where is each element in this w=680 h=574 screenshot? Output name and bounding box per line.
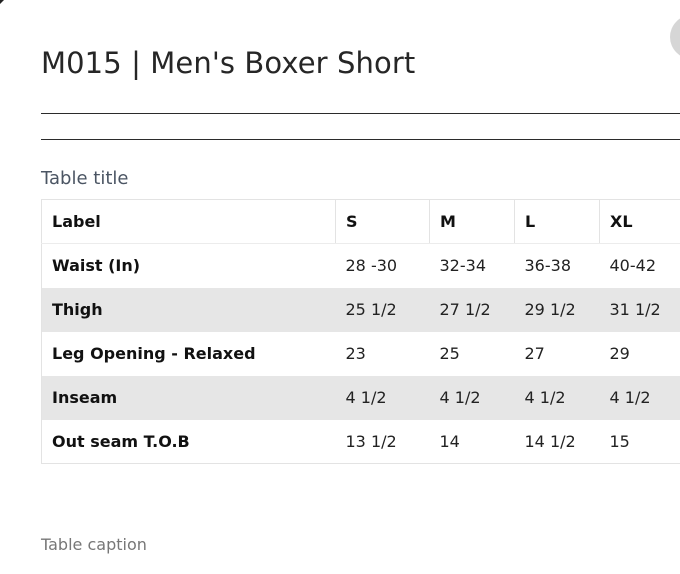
- row-label: Leg Opening - Relaxed: [41, 331, 336, 376]
- column-header-l: L: [514, 199, 600, 244]
- table-cell: 36-38: [524, 256, 572, 276]
- row-label: Waist (In): [41, 243, 336, 288]
- table-cell: 14 1/2: [514, 419, 600, 464]
- table-title: Table title: [41, 168, 129, 189]
- table-cell: 28 -30: [345, 256, 398, 276]
- table-cell: 4 1/2: [599, 375, 680, 420]
- close-button[interactable]: [670, 15, 680, 59]
- table-cell: 27 1/2: [429, 287, 515, 332]
- table-cell: 23: [345, 344, 366, 363]
- row-label: Thigh: [41, 287, 336, 332]
- table-header-row: Label S M L XL: [41, 199, 680, 244]
- corner-mark: [0, 0, 4, 4]
- table-cell: 29: [609, 344, 630, 363]
- column-header-label: Label: [41, 199, 336, 244]
- table-cell: 13 1/2: [335, 419, 430, 464]
- table-cell: 25: [439, 344, 460, 363]
- size-table: Label S M L XL Waist (In) 28 -30 32-34 3…: [41, 199, 680, 464]
- row-label: Out seam T.O.B: [41, 419, 336, 464]
- column-header-s: S: [335, 199, 430, 244]
- table-cell: 32-34: [439, 256, 487, 276]
- table-row: Thigh 25 1/2 27 1/2 29 1/2 31 1/2: [41, 287, 680, 332]
- table-cell: 4 1/2: [514, 375, 600, 420]
- table-row: Inseam 4 1/2 4 1/2 4 1/2 4 1/2: [41, 375, 680, 420]
- column-header-xl: XL: [599, 199, 680, 244]
- table-cell: 40-42: [609, 256, 657, 276]
- row-label: Inseam: [41, 375, 336, 420]
- table-cell: 14: [429, 419, 515, 464]
- divider-bottom: [41, 139, 680, 140]
- page-title: M015 | Men's Boxer Short: [41, 46, 416, 80]
- table-caption: Table caption: [41, 535, 147, 554]
- divider-top: [41, 113, 680, 114]
- table-cell: 4 1/2: [335, 375, 430, 420]
- table-cell: 31 1/2: [599, 287, 680, 332]
- table-cell: 29 1/2: [514, 287, 600, 332]
- table-row: Out seam T.O.B 13 1/2 14 14 1/2 15: [41, 419, 680, 464]
- column-header-m: M: [429, 199, 515, 244]
- table-cell: 27: [524, 344, 545, 363]
- table-cell: 25 1/2: [335, 287, 430, 332]
- table-row: Leg Opening - Relaxed 23 25 27 29: [41, 331, 680, 376]
- table-cell: 15: [599, 419, 680, 464]
- table-cell: 4 1/2: [429, 375, 515, 420]
- table-row: Waist (In) 28 -30 32-34 36-38 40-42: [41, 243, 680, 288]
